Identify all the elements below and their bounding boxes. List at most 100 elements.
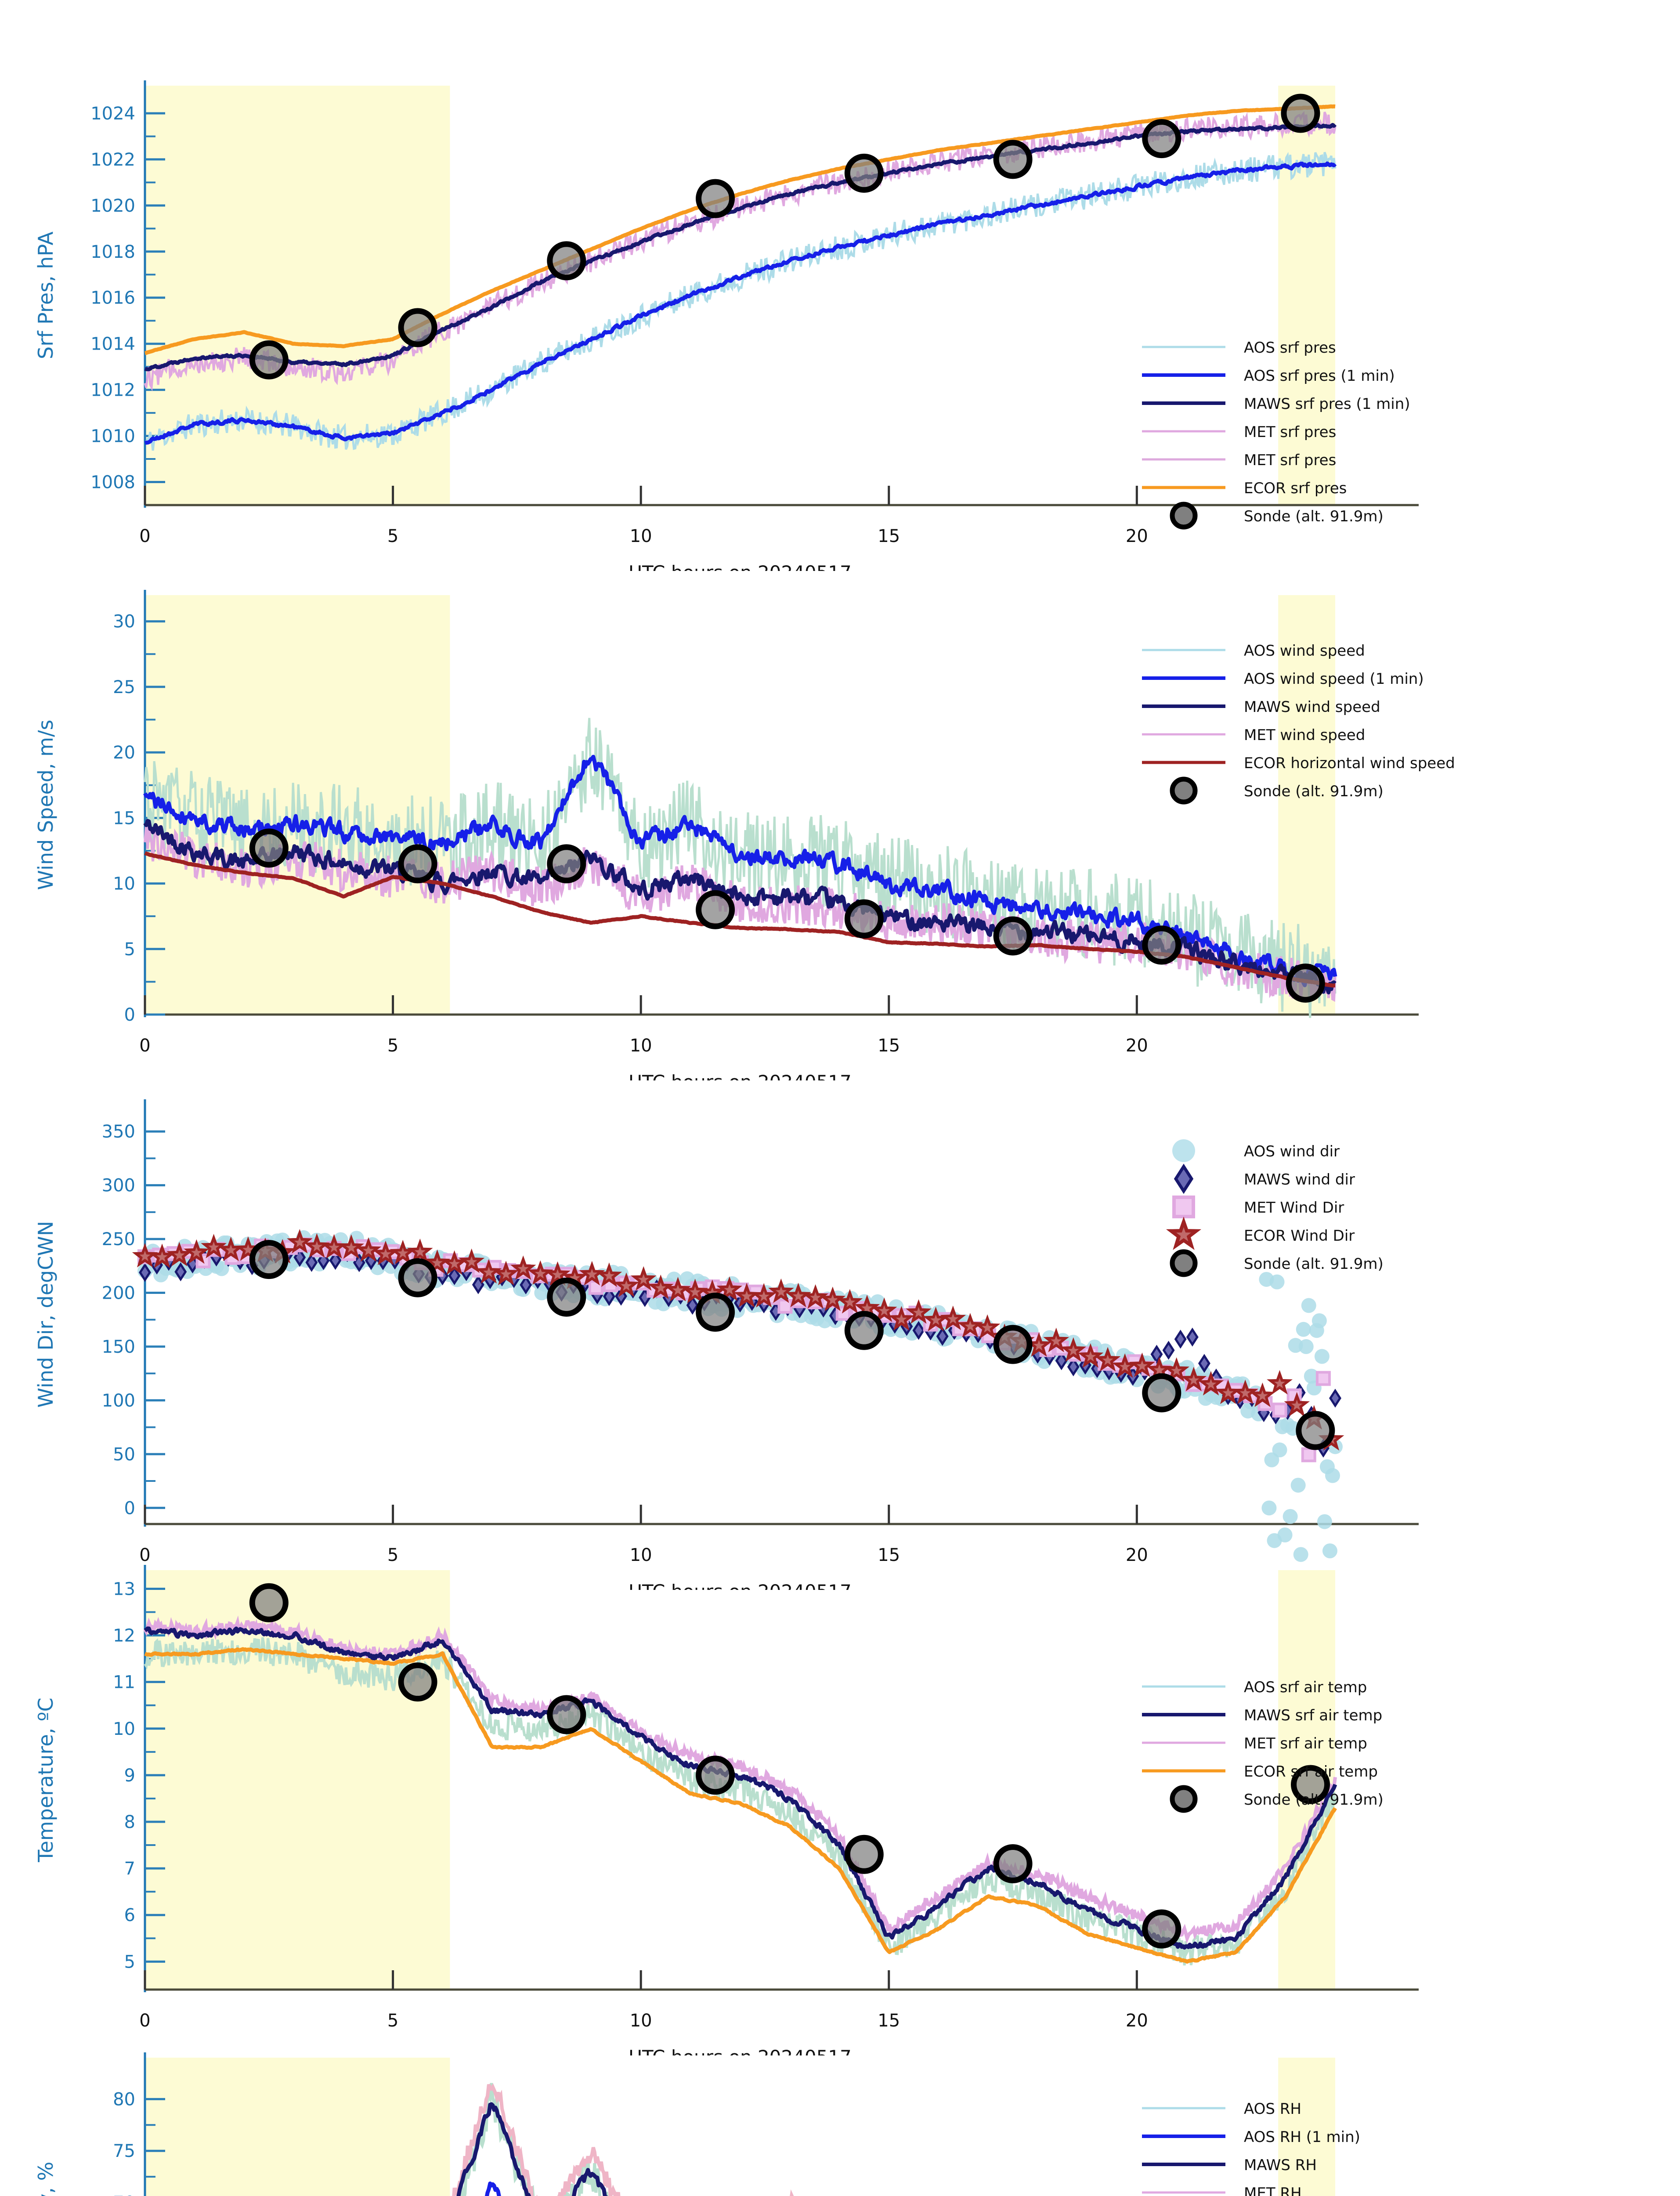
legend: AOS wind dir MAWS wind dir MET Wind Dir ECO…: [1166, 1139, 1384, 1277]
data-traces: [143, 1615, 1337, 1966]
x-axis-label: UTC hours on 20240517: [629, 1581, 852, 1590]
sonde-point: [398, 1258, 437, 1297]
trace-0: [144, 161, 1337, 445]
sonde-markers: [249, 828, 1325, 1003]
y-tick-label: 5: [124, 939, 135, 960]
data-traces: [143, 718, 1337, 1018]
y-tick-label: 100: [102, 1391, 135, 1411]
x-tick-label: 5: [387, 1036, 398, 1056]
y-tick-label: 200: [102, 1283, 135, 1304]
y-axis-ticks: 0 50 100 150 200 250 300 350: [102, 1122, 165, 1518]
y-tick-label: 5: [124, 1952, 135, 1972]
sonde-point: [1286, 963, 1325, 1003]
y-tick-label: 150: [102, 1337, 135, 1357]
x-axis-label: UTC hours on 20240517: [629, 1071, 852, 1080]
x-tick-label: 10: [630, 2011, 652, 2031]
y-tick-label: 0: [124, 1005, 135, 1025]
legend-label: MET srf pres: [1244, 451, 1336, 469]
sonde-point: [993, 140, 1033, 179]
y-tick-label: 9: [124, 1766, 135, 1786]
y-axis-label: Wind Dir, degCWN: [34, 1221, 58, 1408]
x-tick-label: 0: [139, 1036, 150, 1056]
x-tick-label: 0: [139, 2011, 150, 2031]
shade-band-0: [145, 86, 450, 505]
legend-label: MET wind speed: [1244, 726, 1365, 744]
legend-label: AOS wind speed: [1244, 642, 1365, 660]
legend-marker: [1172, 1139, 1195, 1162]
y-tick-label: 25: [113, 677, 135, 697]
raw-trace-0: [144, 1637, 1337, 1966]
sonde-point: [1296, 1411, 1335, 1450]
legend: AOS srf pres AOS srf pres (1 min) MAWS srf…: [1142, 339, 1410, 530]
legend-label: ECOR Wind Dir: [1244, 1227, 1355, 1245]
y-tick-label: 7: [124, 1859, 135, 1879]
sonde-point: [1281, 94, 1320, 133]
legend-label: MAWS srf air temp: [1244, 1707, 1382, 1724]
x-tick-label: 10: [630, 1545, 652, 1565]
legend-label: AOS srf pres: [1244, 339, 1336, 357]
series-1: [139, 1243, 1341, 1458]
y-tick-label: 1014: [90, 334, 135, 354]
x-tick-label: 20: [1126, 1545, 1148, 1565]
trace-0: [144, 1626, 1337, 1950]
sonde-point: [249, 340, 289, 379]
sonde-point: [547, 844, 586, 884]
y-tick-label: 1018: [90, 242, 135, 262]
sonde-point: [844, 899, 884, 939]
x-axis-ticks: 0 5 10 15 20: [139, 1505, 1148, 1565]
sonde-point: [696, 1755, 735, 1795]
legend-label: AOS RH (1 min): [1244, 2128, 1360, 2146]
x-tick-label: 0: [139, 526, 150, 546]
y-tick-label: 8: [124, 1812, 135, 1832]
y-axis-label: Srf Pres, hPA: [34, 231, 58, 359]
legend-label: Sonde (alt. 91.9m): [1244, 508, 1384, 525]
trace-1: [144, 1647, 1337, 1964]
series-3: [132, 1229, 1344, 1451]
shade-band-0: [145, 1570, 450, 1990]
x-tick-label: 15: [878, 1036, 900, 1056]
legend-label: ECOR horizontal wind speed: [1244, 755, 1455, 772]
legend-label: AOS wind speed (1 min): [1244, 670, 1424, 688]
trace-1: [144, 123, 1337, 372]
sonde-point: [844, 153, 884, 193]
sonde-point: [993, 1325, 1033, 1364]
legend-label: Sonde (alt. 91.9m): [1244, 1255, 1384, 1273]
y-axis-label: Wind Speed, m/s: [34, 720, 58, 890]
y-axis-label: Temperature, ºC: [34, 1698, 58, 1862]
legend-label: MET Wind Dir: [1244, 1199, 1344, 1217]
legend-label: MAWS wind dir: [1244, 1171, 1355, 1188]
x-axis-ticks: 0 5 10 15 20: [139, 995, 1148, 1056]
sonde-point: [1142, 925, 1181, 965]
legend-label: MAWS wind speed: [1244, 698, 1380, 716]
legend-sonde-marker: [1170, 1785, 1198, 1813]
x-tick-label: 20: [1126, 526, 1148, 546]
y-axis-ticks: 0 5 10 15 20 25 30: [113, 612, 165, 1025]
legend-marker: [1172, 1196, 1195, 1218]
y-tick-label: 50: [113, 1445, 135, 1465]
legend-label: AOS srf pres (1 min): [1244, 367, 1395, 385]
sonde-markers: [249, 1240, 1335, 1450]
panel-temperature: 5 6 7 8 9 10 11 12 13 0 5 10 15 20 Temperature, ºC UTC …: [0, 1550, 1680, 2055]
y-tick-label: 1010: [90, 426, 135, 447]
y-tick-label: 0: [124, 1498, 135, 1518]
legend-label: MET srf air temp: [1244, 1735, 1367, 1752]
x-axis-ticks: 0 5 10 15 20: [139, 1970, 1148, 2031]
sonde-point: [1142, 1373, 1181, 1412]
panel-wind-speed: 0 5 10 15 20 25 30 0 5 10 15 20 Wind Speed, m/s UTC h…: [0, 575, 1680, 1080]
panel-srf-pres: 1008 1010 1012 1014 1016 1018 1020 1022 1024 0 5 10…: [0, 66, 1680, 571]
y-tick-label: 80: [113, 2089, 135, 2109]
y-axis-ticks: 4550556065707580: [113, 2089, 165, 2196]
y-tick-label: 300: [102, 1176, 135, 1196]
sonde-point: [1291, 1765, 1330, 1804]
sonde-point: [993, 916, 1033, 956]
y-tick-label: 10: [113, 874, 135, 894]
sonde-point: [696, 1293, 735, 1332]
y-tick-label: 1016: [90, 288, 135, 308]
y-tick-label: 250: [102, 1229, 135, 1250]
sonde-point: [844, 1835, 884, 1874]
x-axis-label: UTC hours on 20240517: [629, 562, 852, 571]
y-tick-label: 350: [102, 1122, 135, 1142]
shade-band-1: [1278, 2058, 1335, 2196]
